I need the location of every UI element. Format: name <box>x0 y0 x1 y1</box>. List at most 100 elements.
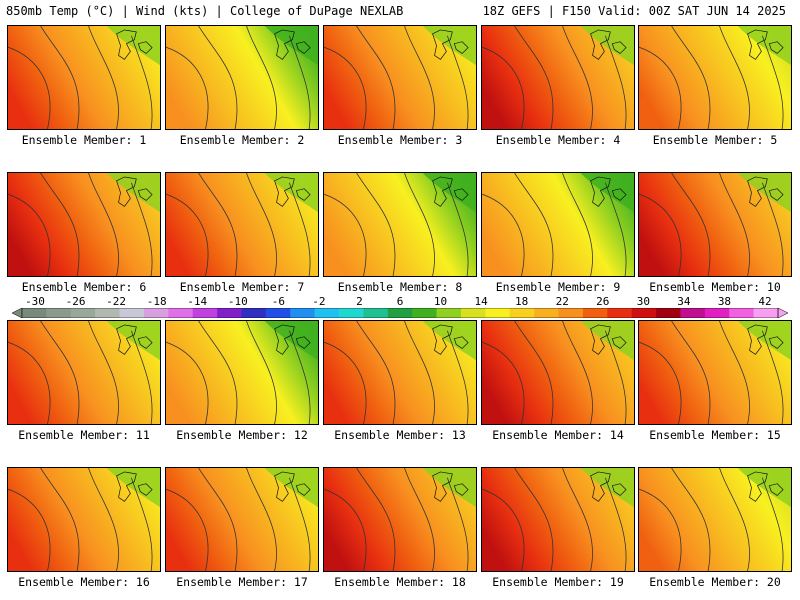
height-contour <box>562 26 593 129</box>
colorbar-swatch <box>753 308 779 318</box>
colorbar-swatch <box>192 308 218 318</box>
colorbar-swatch <box>143 308 169 318</box>
colorbar-swatch <box>509 308 535 318</box>
height-contour <box>514 173 554 276</box>
great-lakes-outline <box>747 471 784 502</box>
ensemble-map-panel <box>7 320 161 425</box>
height-contour <box>482 193 525 276</box>
great-lakes-outline <box>274 176 311 207</box>
height-contour <box>8 488 51 571</box>
panel-label: Ensemble Member: 18 <box>334 575 466 589</box>
ensemble-map-panel <box>481 172 635 277</box>
height-contour <box>289 330 311 424</box>
height-contour <box>324 341 367 424</box>
colorbar-swatch <box>582 308 608 318</box>
panel-label: Ensemble Member: 12 <box>176 428 308 442</box>
ensemble-map-panel <box>481 467 635 572</box>
cool-region <box>422 468 476 508</box>
height-contour <box>8 46 51 129</box>
great-lakes-outline <box>432 176 469 207</box>
height-contour <box>198 173 238 276</box>
colorbar-swatch <box>314 308 340 318</box>
colorbar-tick-labels: -30 -26 -22 -18 -14 -10 -6 -2 2 6 10 14 18 22 26 30 34 38… <box>0 296 800 308</box>
ensemble-map-panel <box>165 467 319 572</box>
cool-region <box>106 173 160 213</box>
cool-region <box>106 26 160 66</box>
height-contour <box>447 182 469 276</box>
height-contour <box>88 173 119 276</box>
height-contour <box>404 26 435 129</box>
panel-label: Ensemble Member: 5 <box>652 133 778 147</box>
colorbar-swatch <box>241 308 267 318</box>
colorbar-swatch <box>412 308 437 318</box>
height-contour <box>289 35 311 129</box>
height-contour <box>131 182 153 276</box>
ensemble-map-panel <box>165 25 319 130</box>
great-lakes-outline <box>590 29 627 60</box>
panel-label: Ensemble Member: 20 <box>649 575 781 589</box>
ensemble-map-panel <box>638 320 792 425</box>
height-contour <box>166 46 209 129</box>
panel-label: Ensemble Member: 10 <box>649 280 781 294</box>
map-title-right: 18Z GEFS | F150 Valid: 00Z SAT JUN 14 20… <box>482 4 786 18</box>
colorbar-swatch <box>729 308 754 318</box>
height-contour <box>762 330 784 424</box>
colorbar-tick-label: 30 <box>636 295 650 308</box>
colorbar-swatch <box>265 308 291 318</box>
ensemble-map-panel <box>323 320 477 425</box>
colorbar-swatch <box>339 308 364 318</box>
cool-region <box>106 321 160 361</box>
ensemble-map-panel <box>165 320 319 425</box>
height-contour <box>404 468 435 571</box>
height-contour <box>198 468 238 571</box>
colorbar-swatch <box>70 308 96 318</box>
colorbar-swatch <box>534 308 559 318</box>
ensemble-map-panel <box>638 172 792 277</box>
cool-region <box>580 468 634 508</box>
cool-region <box>264 26 318 66</box>
colorbar-swatch <box>290 308 315 318</box>
ensemble-map-panel <box>323 467 477 572</box>
colorbar-tick-label: 10 <box>433 295 448 308</box>
colorbar-tick-label: -14 <box>187 295 208 308</box>
colorbar-tick-label: 2 <box>356 295 363 308</box>
colorbar-swatch <box>22 308 47 318</box>
cool-region <box>580 26 634 66</box>
great-lakes-outline <box>432 29 469 60</box>
panel-label: Ensemble Member: 6 <box>21 280 147 294</box>
colorbar-tick-label: 18 <box>515 295 529 308</box>
great-lakes-outline <box>590 176 627 207</box>
colorbar-swatch <box>704 308 730 318</box>
height-contour <box>40 468 80 571</box>
great-lakes-outline <box>747 324 784 355</box>
height-contour <box>8 341 51 424</box>
great-lakes-outline <box>432 471 469 502</box>
height-contour <box>671 173 711 276</box>
height-contour <box>166 488 209 571</box>
height-contour <box>514 468 554 571</box>
panel-label: Ensemble Member: 15 <box>649 428 781 442</box>
height-contour <box>762 182 784 276</box>
temperature-colorbar <box>12 308 788 318</box>
height-contour <box>356 468 396 571</box>
height-contour <box>404 321 435 424</box>
height-contour <box>289 182 311 276</box>
height-contour <box>562 321 593 424</box>
height-contour <box>605 330 627 424</box>
great-lakes-outline <box>274 324 311 355</box>
height-contour <box>671 321 711 424</box>
height-contour <box>88 26 119 129</box>
height-contour <box>40 321 80 424</box>
height-contour <box>356 321 396 424</box>
height-contour <box>719 321 750 424</box>
panel-label: Ensemble Member: 9 <box>495 280 621 294</box>
height-contour <box>246 26 277 129</box>
great-lakes-outline <box>747 176 784 207</box>
colorbar-high-arrow <box>777 308 788 318</box>
cool-region <box>422 26 476 66</box>
height-contour <box>447 35 469 129</box>
height-contour <box>639 46 682 129</box>
height-contour <box>131 330 153 424</box>
height-contour <box>447 330 469 424</box>
great-lakes-outline <box>116 176 153 207</box>
